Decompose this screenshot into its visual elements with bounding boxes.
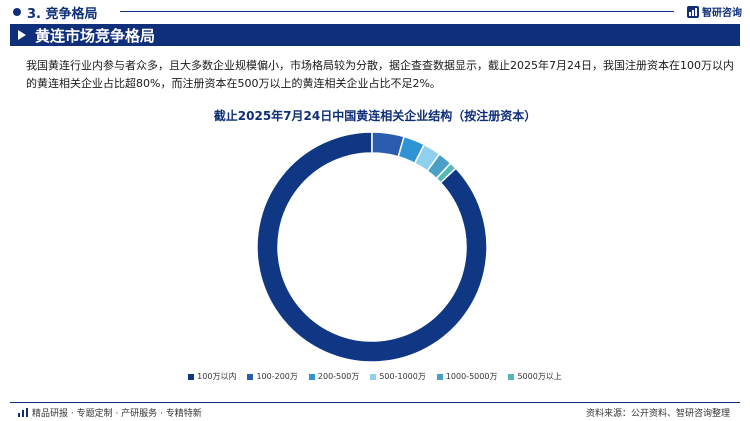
section-title: 3. 竞争格局 — [27, 7, 98, 22]
donut-slice-1 — [256, 131, 488, 363]
footer-tags-text: 精品研报 · 专题定制 · 产研服务 · 专精特新 — [32, 409, 202, 419]
legend-label: 1000-5000万 — [445, 372, 498, 381]
footer-tags: 精品研报 · 专题定制 · 产研服务 · 专精特新 — [18, 406, 202, 419]
legend-swatch — [370, 373, 377, 380]
brand-logo: 智研咨询 — [687, 4, 742, 19]
section-banner: 黄连市场竞争格局 — [10, 24, 740, 46]
legend-label: 100-200万 — [256, 372, 298, 381]
legend-label: 5000万以上 — [517, 372, 562, 381]
section-bullet-icon — [13, 8, 21, 16]
legend-item: 500-1000万 — [370, 371, 426, 382]
legend-swatch — [308, 373, 315, 380]
chart-title: 截止2025年7月24日中国黄连相关企业结构（按注册资本） — [213, 109, 537, 123]
legend-swatch — [247, 373, 254, 380]
legend-item: 100万以内 — [188, 371, 236, 382]
top-divider — [120, 11, 674, 12]
brand-chart-icon — [687, 5, 699, 18]
legend-swatch — [508, 373, 515, 380]
donut-slice-6 — [435, 162, 457, 184]
brand-name: 智研咨询 — [702, 8, 742, 19]
donut-chart — [256, 131, 488, 363]
legend-swatch — [436, 373, 443, 380]
chevron-right-icon — [18, 30, 26, 40]
chart-legend: 100万以内 100-200万 200-500万 500-1000万 1000-5000… — [0, 371, 750, 382]
bar-chart-icon — [18, 408, 28, 417]
intro-paragraph: 我国黄连行业内参与者众多，且大多数企业规模偏小，市场格局较为分散，据企查查数据显… — [26, 59, 734, 90]
legend-item: 1000-5000万 — [436, 371, 498, 382]
legend-label: 500-1000万 — [379, 372, 426, 381]
banner-title: 黄连市场竞争格局 — [35, 27, 156, 45]
legend-label: 100万以内 — [197, 372, 237, 381]
data-source: 资料来源：公开资料、智研咨询整理 — [585, 409, 730, 419]
legend-label: 200-500万 — [317, 372, 360, 381]
top-bar: 3. 竞争格局 智研咨询 — [0, 0, 750, 24]
legend-item: 5000万以上 — [508, 371, 562, 382]
legend-item: 100-200万 — [247, 371, 298, 382]
legend-item: 200-500万 — [308, 371, 360, 382]
bottom-divider — [10, 402, 740, 403]
legend-swatch — [188, 373, 195, 380]
